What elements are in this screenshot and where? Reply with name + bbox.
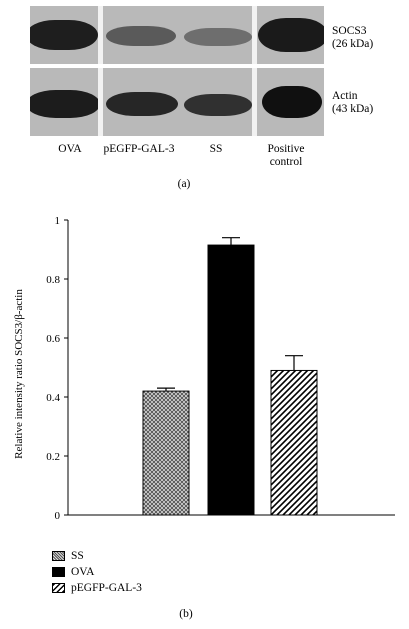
actin-label: Actin — [332, 90, 358, 102]
legend-item-pegfp: pEGFP-GAL-3 — [52, 580, 142, 596]
socs3-band-ova — [30, 20, 98, 50]
lane-label-ss: SS — [209, 143, 223, 155]
legend-label-ova: OVA — [71, 566, 95, 578]
y-axis-label: Relative intensity ratio SOCS3/β-actin — [13, 289, 25, 459]
actin-band-positive — [262, 86, 322, 118]
panel-b-caption: (b) — [179, 608, 193, 620]
lane-separator — [98, 68, 103, 136]
socs3-size-label: (26 kDa) — [332, 38, 374, 50]
socs3-blot — [30, 6, 324, 64]
actin-band-pegfp — [106, 92, 178, 116]
socs3-band-ss — [184, 28, 252, 46]
y-tick-label: 0 — [55, 510, 61, 522]
socs3-band-pegfp — [106, 26, 176, 46]
actin-row-label: Actin (43 kDa) — [332, 90, 373, 116]
bar-ova — [207, 244, 255, 516]
y-tick-label: 0.6 — [46, 333, 60, 345]
y-tick-label: 0.8 — [46, 274, 60, 286]
legend-item-ss: SS — [52, 548, 142, 564]
lane-separator — [98, 6, 103, 64]
legend-swatch-ova — [52, 567, 65, 577]
lane-separator — [252, 68, 257, 136]
legend-label-pegfp: pEGFP-GAL-3 — [71, 582, 142, 594]
socs3-band-positive — [258, 18, 324, 52]
legend-swatch-ss — [52, 551, 65, 561]
socs3-row-label: SOCS3 (26 kDa) — [332, 25, 373, 51]
legend-swatch-pegfp — [52, 583, 65, 593]
bar-ss — [142, 390, 190, 516]
actin-band-ss — [184, 94, 252, 116]
legend-label-ss: SS — [71, 550, 84, 562]
y-tick-label: 0.2 — [46, 451, 60, 463]
lane-label-ova: OVA — [58, 143, 82, 155]
y-tick-label: 1 — [55, 215, 61, 227]
actin-band-ova — [30, 90, 100, 118]
lane-label-positive-control: Positive control — [267, 143, 305, 168]
socs3-label: SOCS3 — [332, 25, 367, 37]
legend-item-ova: OVA — [52, 564, 142, 580]
bar-pegfp-gal-3 — [270, 369, 318, 516]
panel-a-caption: (a) — [177, 178, 191, 190]
lane-label-pegfp: pEGFP-GAL-3 — [103, 143, 175, 155]
actin-size-label: (43 kDa) — [332, 103, 374, 115]
y-tick-label: 0.4 — [46, 392, 60, 404]
chart-legend: SS OVA pEGFP-GAL-3 — [52, 548, 142, 596]
lane-separator — [252, 6, 257, 64]
actin-blot — [30, 68, 324, 136]
